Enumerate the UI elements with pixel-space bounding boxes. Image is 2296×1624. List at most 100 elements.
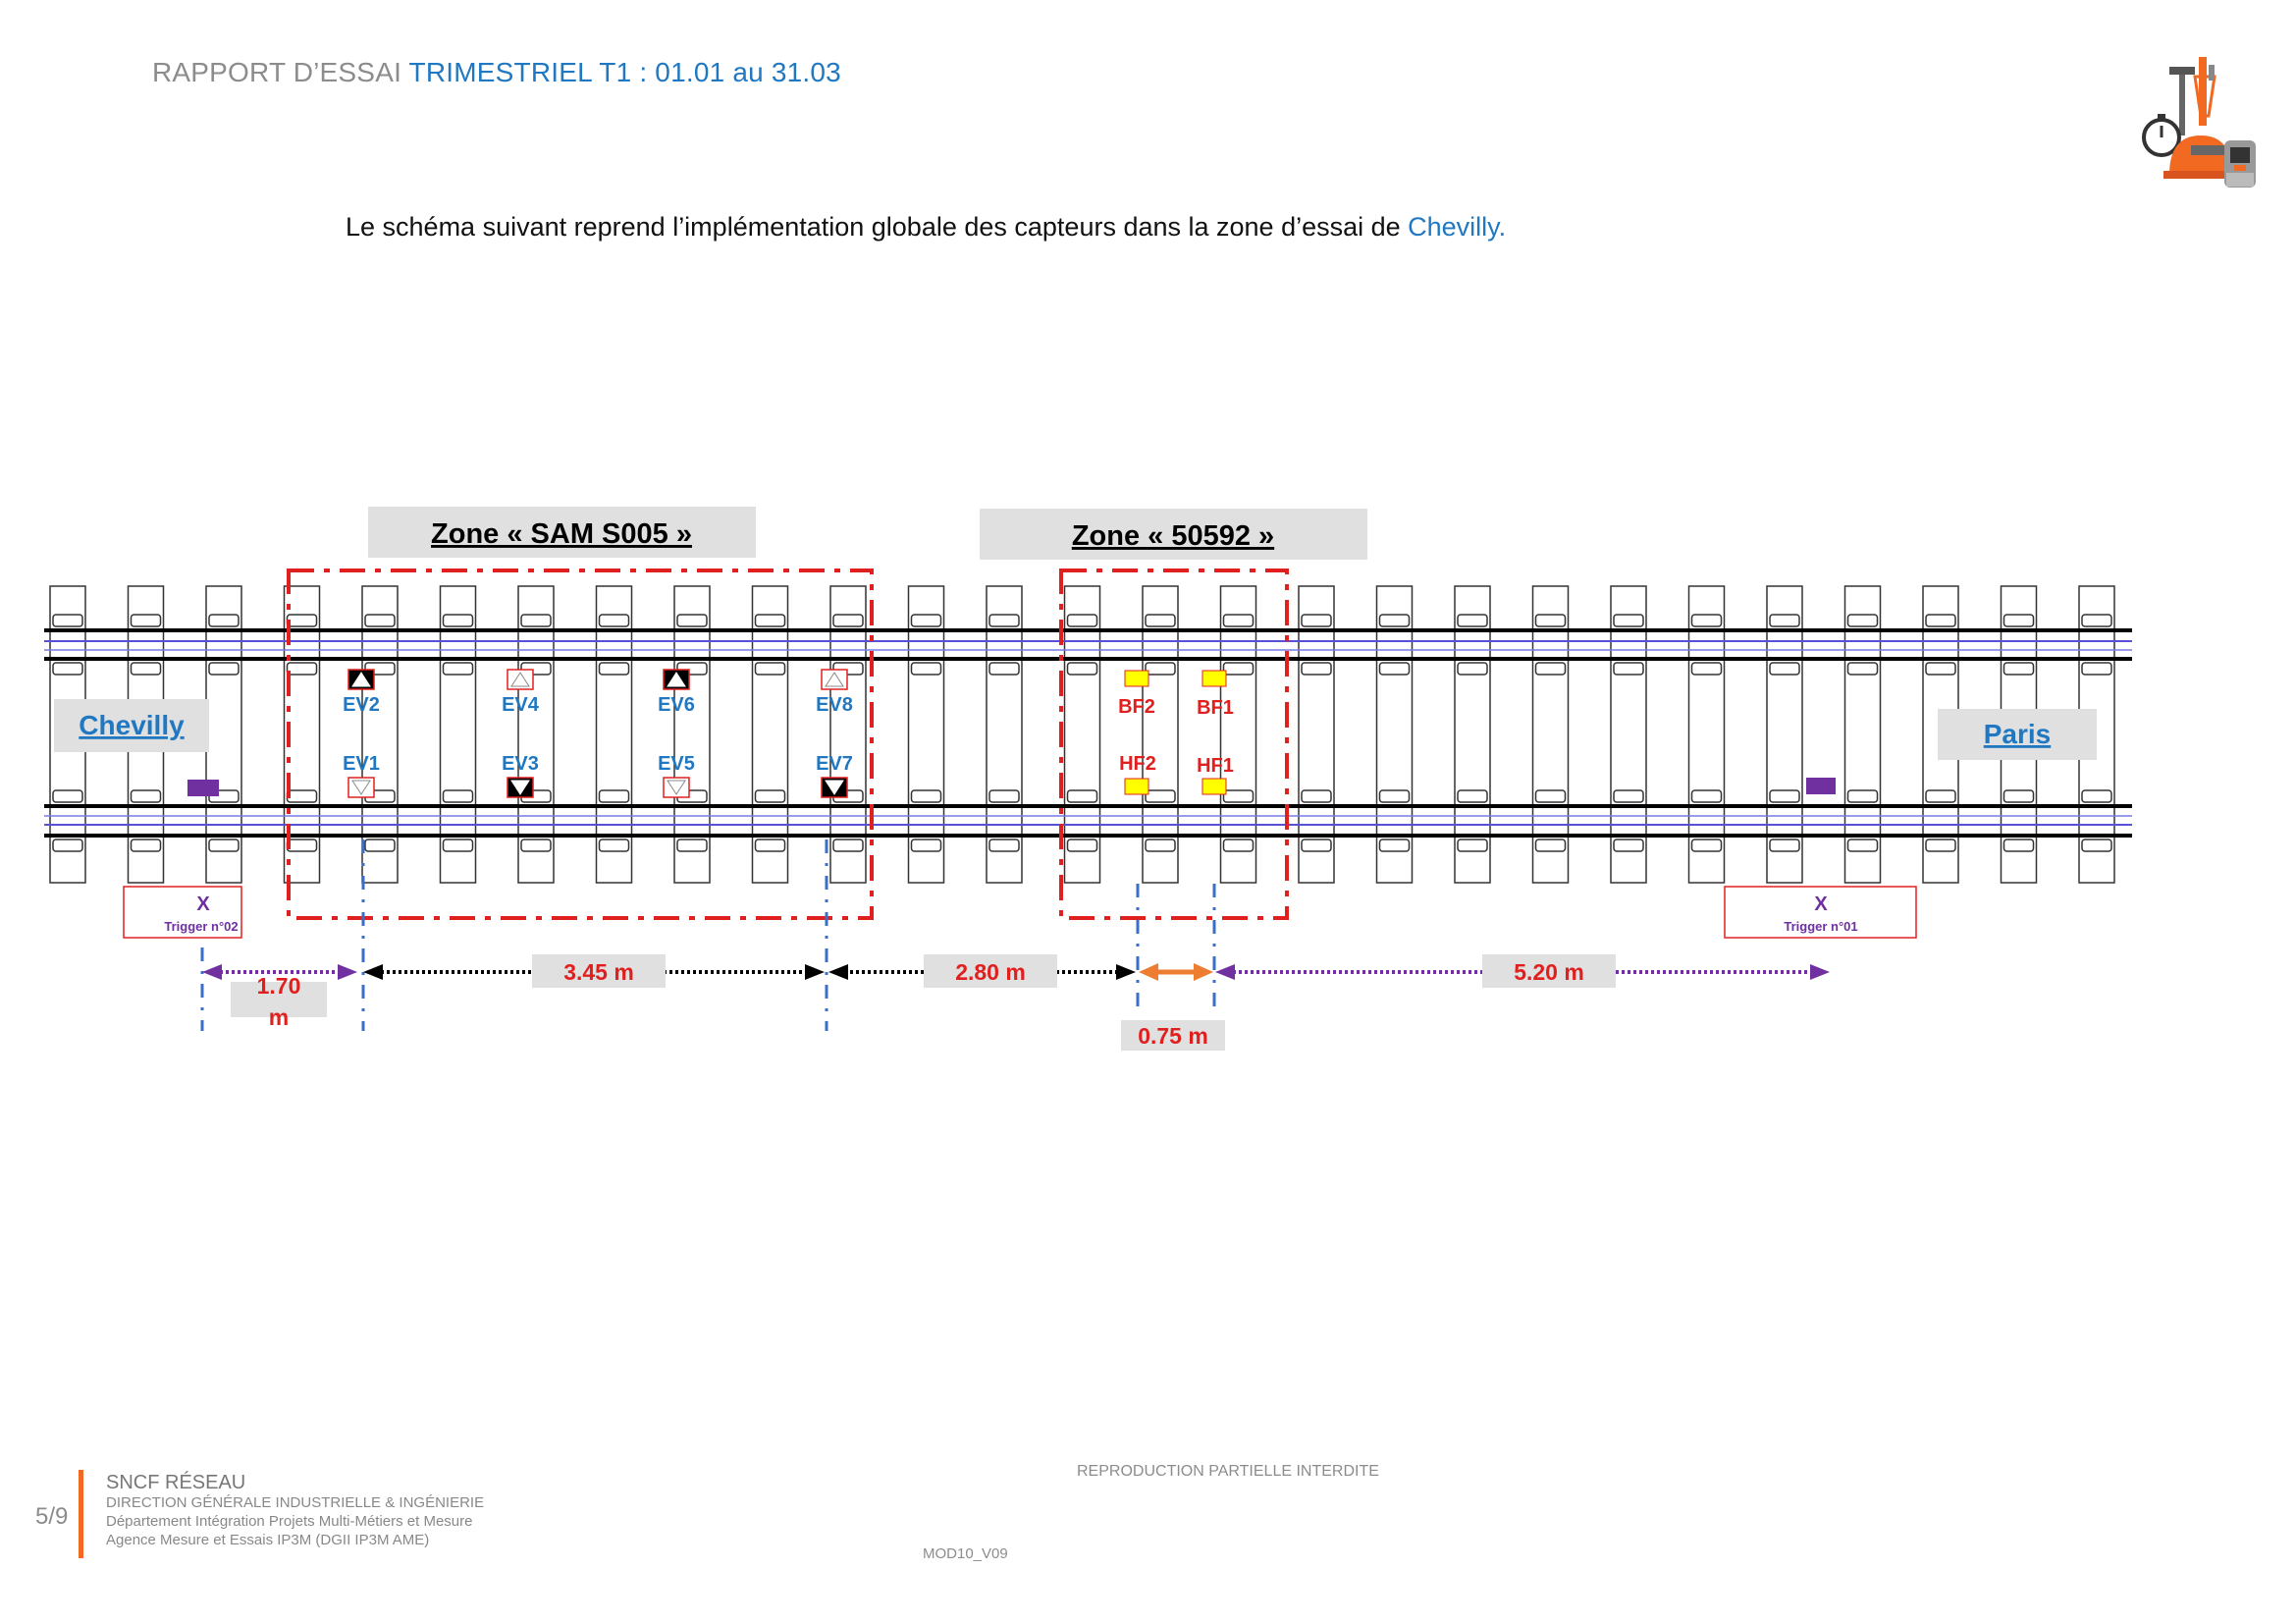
rail-fastener [208,662,240,676]
rail-fastener [208,614,240,627]
rail-fastener [520,839,552,852]
rail-fastener [1769,789,1800,803]
rail-fastener [2081,789,2112,803]
dist-label-3: 2.80 m [955,959,1026,985]
sleeper [1610,585,1647,884]
rail-fastener [1066,662,1098,676]
ev-top-sensor-icon [821,669,848,690]
rail-fastener [1534,614,1567,627]
rail-fastener [1222,789,1255,803]
rail-fastener [754,662,786,676]
rail-fastener [52,614,83,627]
ev-bottom-sensor-icon [507,777,534,798]
page-number: 5/9 [35,1503,69,1530]
rail-fastener [2081,839,2112,852]
header-prefix: RAPPORT D’ESSAI [152,57,409,87]
zone-sam-title: Zone « SAM S005 » [431,518,692,550]
ev-bottom-label: EV3 [502,753,539,775]
rail-fastener [988,839,1020,852]
sleeper [1298,585,1335,884]
rail-fastener [130,614,162,627]
hf1-sensor [1201,778,1227,795]
sleeper [1454,585,1491,884]
rail-fastener [1145,839,1176,852]
ev-top-label: EV4 [502,694,540,716]
sleeper [907,585,945,884]
rail-fastener [1534,839,1567,852]
trigger-right-label: Trigger n°01 [1784,919,1857,934]
trigger-left-marker [187,780,219,796]
rail-fastener [1457,789,1488,803]
rail-fastener [1301,789,1332,803]
rail-fastener [1534,789,1567,803]
dist-label-2-box [532,954,666,988]
rail-fastener [598,789,630,803]
rail-fastener [52,839,83,852]
dist-label-1-box [231,982,327,1017]
rail-fastener [910,662,942,676]
ev-bottom-label: EV5 [658,753,695,775]
ev-top-sensor-icon [507,669,534,690]
rail-fastener [598,662,630,676]
rail-fastener [208,839,240,852]
rail-fastener [988,662,1020,676]
rail-fastener [910,614,942,627]
header-title: TRIMESTRIEL T1 : 01.01 au 31.03 [408,57,841,87]
rail-fastener [832,839,864,852]
rail-fastener [1066,839,1098,852]
bf1-sensor [1201,670,1227,687]
rail-fastener [130,789,162,803]
rail-fastener [1690,662,1723,676]
rail-fastener [1925,839,1956,852]
sleeper [1843,585,1882,884]
sleeper [1219,585,1257,884]
rail-fastener [286,614,318,627]
bf2-label: BF2 [1118,696,1155,718]
rail-fastener [1066,789,1098,803]
bf2-sensor [1124,670,1149,687]
dist-arrow-2-right-head [805,964,825,980]
sleeper [1375,585,1414,884]
ev-bottom-sensor-icon [821,777,848,798]
rail-fastener [754,789,786,803]
rail-fastener [1222,614,1255,627]
dist-arrow-5-right-head [1810,964,1830,980]
rail-fastener [1457,614,1488,627]
dist-arrow-2-left-head [363,964,383,980]
rail-fastener [2002,614,2035,627]
station-paris-label: Paris [1984,719,2052,749]
zone-50592-box [980,509,1367,560]
rail-fastener [1301,662,1332,676]
sleeper [751,585,789,884]
rail-fastener [1222,662,1255,676]
rail-fastener [1846,839,1879,852]
rail-fastener [52,662,83,676]
trigger-left-label: Trigger n°02 [164,919,238,934]
sleeper [1687,585,1726,884]
sleeper [1766,585,1803,884]
rail-fastener [286,789,318,803]
ev-top-label: EV6 [658,694,695,716]
trigger-left-box [123,886,242,939]
rail-fastener [1690,789,1723,803]
rail-fastener [1846,662,1879,676]
ev-bottom-sensor-icon [347,777,375,798]
ev-bottom-label: EV1 [343,753,380,775]
rail-fastener [442,839,474,852]
dist-arrow-1-right-head [338,964,357,980]
rail-fastener [1457,839,1488,852]
rail-fastener [2081,614,2112,627]
rail-fastener [1925,789,1956,803]
rail-fastener [1145,662,1176,676]
sleeper [1531,585,1570,884]
dist-label-4-box [1121,1020,1225,1051]
railway-tools-logo-icon [2142,57,2256,188]
hf2-sensor [1124,778,1149,795]
ev-bottom-label: EV7 [816,753,853,775]
rail-fastener [2081,662,2112,676]
rail-fastener [1457,662,1488,676]
sleeper [205,585,242,884]
rail-fastener [676,614,708,627]
trigger-right-box [1724,886,1917,939]
